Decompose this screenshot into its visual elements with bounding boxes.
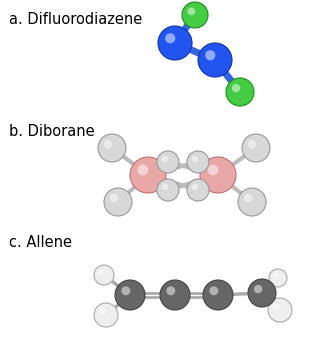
- Circle shape: [161, 155, 168, 162]
- Circle shape: [226, 78, 254, 106]
- Circle shape: [187, 151, 209, 173]
- Circle shape: [104, 140, 112, 148]
- Circle shape: [166, 286, 175, 295]
- Circle shape: [248, 279, 276, 307]
- Circle shape: [187, 8, 195, 15]
- Circle shape: [158, 26, 192, 60]
- Circle shape: [238, 188, 266, 216]
- Circle shape: [115, 280, 145, 310]
- Circle shape: [165, 33, 175, 43]
- Circle shape: [157, 179, 179, 201]
- Circle shape: [104, 188, 132, 216]
- Circle shape: [121, 286, 130, 295]
- Circle shape: [203, 280, 233, 310]
- Circle shape: [208, 165, 218, 175]
- Circle shape: [98, 134, 126, 162]
- Text: b. Diborane: b. Diborane: [9, 124, 95, 139]
- Circle shape: [137, 165, 148, 175]
- Circle shape: [254, 285, 262, 293]
- Circle shape: [200, 157, 236, 193]
- Text: a. Difluorodiazene: a. Difluorodiazene: [9, 12, 143, 27]
- Text: c. Allene: c. Allene: [9, 235, 72, 250]
- Circle shape: [273, 303, 280, 310]
- Circle shape: [248, 140, 256, 148]
- Circle shape: [191, 183, 198, 190]
- Circle shape: [244, 194, 252, 202]
- Circle shape: [232, 84, 240, 92]
- Circle shape: [191, 155, 198, 162]
- Circle shape: [209, 286, 218, 295]
- Circle shape: [130, 157, 166, 193]
- Circle shape: [205, 50, 215, 60]
- Circle shape: [99, 308, 106, 315]
- Circle shape: [182, 2, 208, 28]
- Circle shape: [157, 151, 179, 173]
- Circle shape: [268, 298, 292, 322]
- Circle shape: [94, 303, 118, 327]
- Circle shape: [94, 265, 114, 285]
- Circle shape: [187, 179, 209, 201]
- Circle shape: [161, 183, 168, 190]
- Circle shape: [269, 269, 287, 287]
- Circle shape: [98, 269, 104, 275]
- Circle shape: [273, 273, 278, 278]
- Circle shape: [160, 280, 190, 310]
- Circle shape: [110, 194, 118, 202]
- Circle shape: [198, 43, 232, 77]
- Circle shape: [242, 134, 270, 162]
